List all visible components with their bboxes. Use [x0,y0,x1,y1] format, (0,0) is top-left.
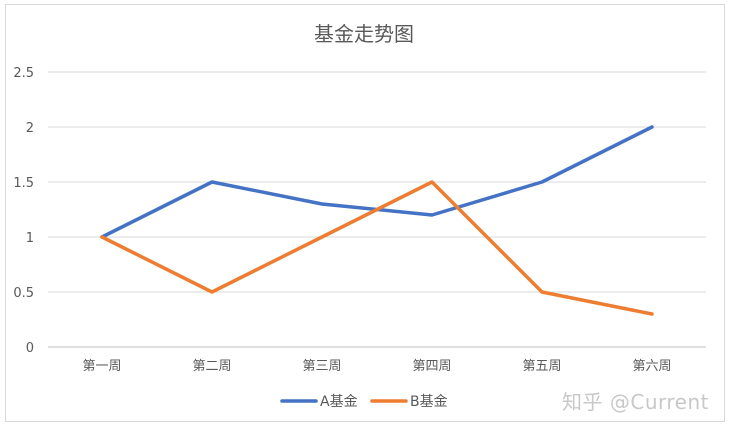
x-axis-ticks: 第一周 第二周 第三周 第四周 第五周 第六周 [82,359,671,374]
chart-title: 基金走势图 [314,22,414,46]
legend-label: A基金 [320,393,358,410]
x-tick-label: 第四周 [412,359,451,374]
gridlines [48,71,706,348]
y-tick-label: 0.5 [13,286,34,301]
x-tick-label: 第六周 [632,359,671,374]
x-tick-label: 第五周 [522,359,561,374]
x-tick-label: 第一周 [82,359,121,374]
legend: A基金 B基金 [280,393,448,410]
legend-label: B基金 [410,393,448,410]
y-tick-label: 1 [26,231,34,246]
y-tick-label: 2.5 [13,66,34,81]
series-lines [100,125,654,316]
y-tick-label: 2 [26,121,34,136]
y-axis-ticks: 0 0.5 1 1.5 2 2.5 [13,66,34,356]
y-tick-label: 0 [26,341,34,356]
x-tick-label: 第二周 [192,359,231,374]
series-line-b [100,180,654,316]
chart-frame [5,4,725,422]
y-tick-label: 1.5 [13,176,34,191]
x-tick-label: 第三周 [302,359,341,374]
watermark: 知乎 @Current [562,390,709,414]
